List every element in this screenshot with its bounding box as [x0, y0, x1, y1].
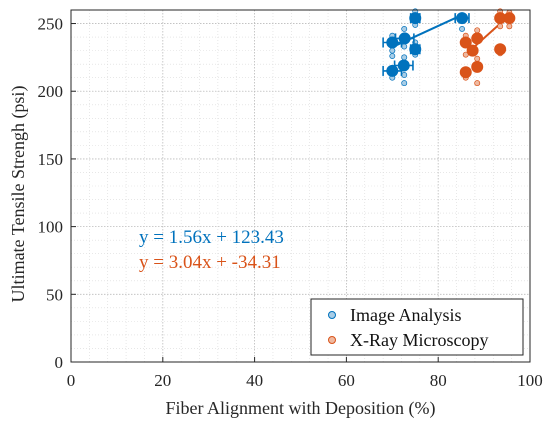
sample-point-xray: [497, 23, 504, 30]
series-xray: [459, 8, 516, 87]
y-axis-label: Ultimate Tensile Strengh (psi): [8, 86, 29, 303]
mean-point-xray: [471, 60, 484, 73]
x-tick-label: 20: [154, 371, 171, 390]
sample-point-xray: [474, 55, 481, 62]
mean-point-xray: [466, 44, 479, 57]
y-tick-label: 250: [38, 15, 64, 34]
y-tick-label: 150: [38, 150, 64, 169]
legend: Image Analysis X-Ray Microscopy: [310, 298, 524, 356]
x-tick-label: 40: [246, 371, 263, 390]
mean-point-image-analysis: [386, 64, 399, 77]
series-image-analysis: [382, 8, 470, 87]
sample-point-image-analysis: [401, 26, 408, 32]
x-tick-label: 80: [430, 371, 447, 390]
mean-point-xray: [503, 12, 516, 25]
fit-equation-image-analysis: y = 1.56x + 123.43: [139, 227, 284, 248]
sample-point-image-analysis: [459, 26, 466, 32]
plot-frame: [70, 9, 531, 363]
sample-point-xray: [506, 23, 513, 30]
data-marks: [382, 8, 516, 87]
y-tick-label: 200: [38, 82, 64, 101]
sample-point-image-analysis: [401, 72, 408, 78]
legend-label-image-analysis: Image Analysis: [350, 305, 461, 325]
y-tick-label: 0: [55, 353, 64, 372]
x-tick-label: 100: [517, 371, 543, 390]
mean-point-image-analysis: [456, 12, 469, 25]
sample-point-image-analysis: [389, 53, 396, 59]
mean-point-image-analysis: [398, 32, 411, 45]
mean-point-image-analysis: [409, 43, 422, 56]
sample-point-image-analysis: [401, 54, 408, 61]
fit-equation-xray: y = 3.04x + -34.31: [139, 252, 281, 273]
legend-marker-image-analysis: [328, 311, 336, 319]
sample-point-image-analysis: [401, 43, 408, 50]
sample-point-image-analysis: [389, 47, 396, 54]
legend-box: [310, 298, 524, 356]
x-tick-label: 0: [67, 371, 76, 390]
legend-marker-xray: [328, 336, 336, 344]
mean-point-xray: [459, 66, 472, 79]
legend-label-xray: X-Ray Microscopy: [350, 330, 488, 350]
mean-point-image-analysis: [409, 12, 422, 25]
x-axis-label: Fiber Alignment with Deposition (%): [166, 398, 436, 419]
mean-point-xray: [471, 32, 484, 45]
sample-point-xray: [474, 80, 481, 87]
axis-ticks: 0 20 40 60 80 100 0 50 100 150 200 250: [38, 15, 543, 390]
mean-point-xray: [459, 36, 472, 49]
sample-point-xray: [474, 27, 481, 34]
mean-point-xray: [494, 43, 507, 56]
y-tick-label: 50: [46, 285, 63, 304]
mean-point-image-analysis: [397, 59, 410, 72]
x-tick-label: 60: [338, 371, 355, 390]
y-tick-label: 100: [38, 218, 64, 237]
sample-point-image-analysis: [401, 80, 408, 87]
